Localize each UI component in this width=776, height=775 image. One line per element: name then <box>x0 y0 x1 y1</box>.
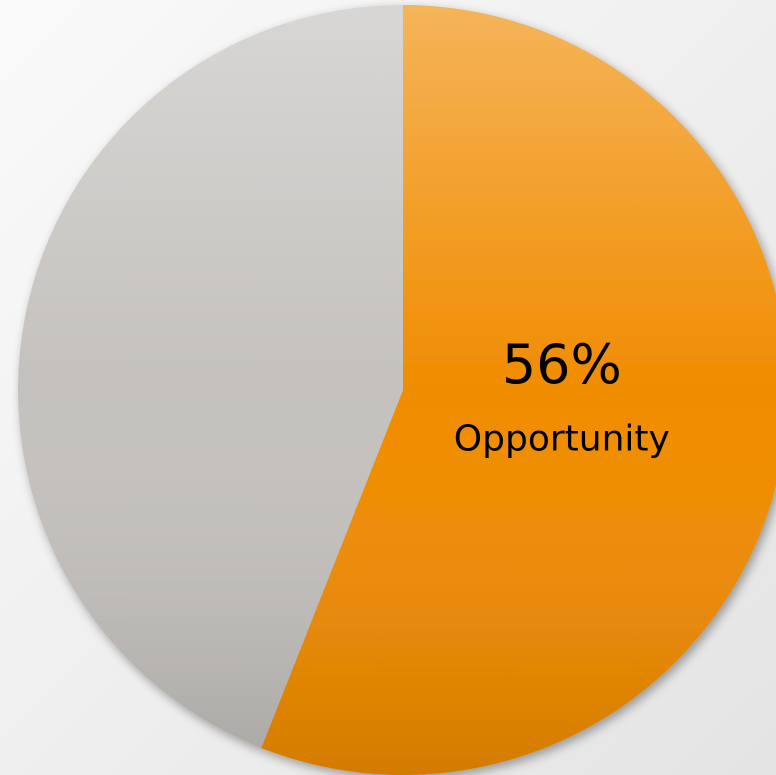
slice-shading <box>17 5 403 748</box>
slice-shading <box>261 5 776 775</box>
value-label: 56% <box>502 333 622 396</box>
pie <box>17 5 776 775</box>
slice-label: Opportunity <box>454 418 670 459</box>
